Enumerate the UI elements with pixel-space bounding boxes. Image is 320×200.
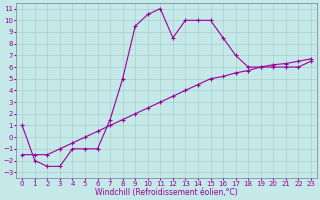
X-axis label: Windchill (Refroidissement éolien,°C): Windchill (Refroidissement éolien,°C) bbox=[95, 188, 238, 197]
